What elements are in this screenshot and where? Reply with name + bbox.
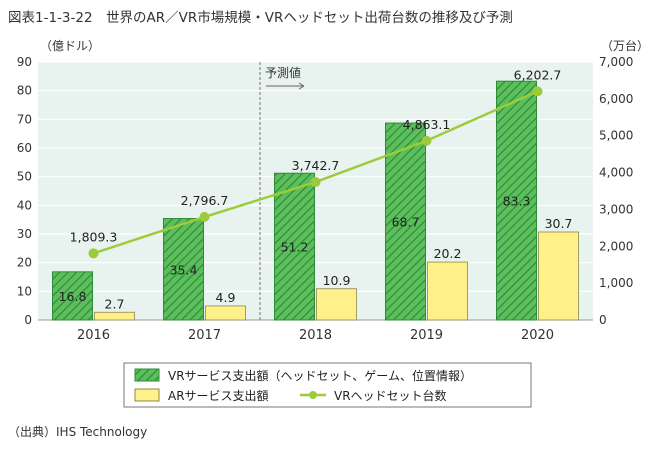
forecast-arrow-head	[298, 82, 305, 90]
y-right-tick-label: 1,000	[599, 276, 633, 290]
x-tick-label: 2019	[410, 328, 443, 343]
vr-bar	[385, 122, 426, 321]
ar-bar-value-label: 30.7	[545, 216, 573, 231]
y-right-axis: 0 1,000 2,000 3,000 4,000 5,000 6,000 7,000	[599, 55, 633, 327]
y-left-axis: 0 10 20 30 40 50 60 70 80 90	[17, 55, 32, 327]
legend-label-ar: ARサービス支出額	[168, 389, 269, 403]
legend-label-line: VRヘッドセット台数	[334, 388, 447, 403]
y-left-unit-label: （億ドル）	[40, 39, 100, 53]
source-note: （出典）IHS Technology	[8, 425, 147, 439]
vr-bar-value-label: 16.8	[59, 289, 87, 304]
vr-bar-value-label: 35.4	[170, 262, 198, 277]
vr-bar	[496, 80, 537, 321]
ar-bar-value-label: 10.9	[323, 273, 351, 288]
vr-bar-value-label: 51.2	[281, 240, 309, 255]
legend-frame	[123, 362, 532, 408]
y-right-tick-label: 3,000	[599, 202, 633, 216]
y-right-tick-label: 5,000	[599, 129, 633, 143]
data-labels-group: 16.8 35.4 51.2 68.7 83.3 2.7 4.9 10.9 20.2 30.7 1,…	[59, 67, 573, 311]
line-series-group	[88, 86, 543, 259]
y-left-tick-label: 80	[17, 84, 32, 98]
y-left-tick-label: 40	[17, 198, 32, 212]
y-right-tick-label: 2,000	[599, 239, 633, 253]
ar-bar	[427, 261, 468, 321]
vr-headset-point	[421, 135, 432, 146]
vr-bar-value-label: 83.3	[503, 194, 531, 209]
x-tick-label: 2016	[77, 328, 110, 343]
forecast-label: 予測値	[265, 65, 301, 80]
vr-bar	[52, 271, 93, 321]
legend-swatch-ar-bar	[134, 388, 160, 402]
vr-headset-value-label: 3,742.7	[292, 158, 340, 173]
x-tick-label: 2017	[188, 328, 221, 343]
vr-headset-value-label: 6,202.7	[514, 67, 562, 82]
legend-label-vr: VRサービス支出額（ヘッドセット、ゲーム、位置情報）	[168, 368, 472, 383]
ar-bar-value-label: 20.2	[434, 246, 462, 261]
ar-bar	[205, 305, 246, 321]
ar-bar	[538, 231, 579, 321]
y-left-tick-label: 60	[17, 141, 32, 155]
y-right-tick-label: 0	[599, 313, 607, 327]
legend: VRサービス支出額（ヘッドセット、ゲーム、位置情報） ARサービス支出額 VRヘ…	[123, 362, 532, 408]
figure-title: 図表1-1-3-22 世界のAR／VR市場規模・VRヘッドセット出荷台数の推移及…	[8, 9, 513, 26]
legend-swatch-vr-bar	[134, 368, 160, 382]
vr-headset-point	[310, 177, 321, 188]
vr-bar	[163, 218, 204, 321]
y-left-tick-label: 10	[17, 284, 32, 298]
y-right-unit-label: （万台）	[601, 38, 649, 53]
ar-bar-value-label: 4.9	[216, 290, 236, 305]
y-left-tick-label: 30	[17, 227, 32, 241]
y-left-tick-label: 20	[17, 256, 32, 270]
vr-bar	[274, 172, 315, 321]
vr-headset-value-label: 1,809.3	[70, 229, 118, 244]
y-left-tick-label: 70	[17, 112, 32, 126]
bars-group	[52, 80, 579, 321]
y-right-tick-label: 4,000	[599, 166, 633, 180]
x-tick-label: 2020	[521, 328, 554, 343]
vr-headset-value-label: 4,863.1	[403, 117, 451, 132]
vr-headset-value-label: 2,796.7	[181, 193, 229, 208]
y-left-tick-label: 90	[17, 55, 32, 69]
vr-headset-point	[532, 86, 543, 97]
x-axis: 2016 2017 2018 2019 2020	[77, 328, 554, 343]
ar-bar	[94, 311, 135, 321]
y-right-tick-label: 6,000	[599, 92, 633, 106]
vr-headset-point	[88, 248, 99, 259]
vr-bar-value-label: 68.7	[392, 215, 420, 230]
legend-swatch-line-marker	[309, 391, 317, 399]
y-right-tick-label: 7,000	[599, 55, 633, 69]
ar-bar-value-label: 2.7	[105, 296, 125, 311]
ar-bar	[316, 288, 357, 321]
y-left-tick-label: 0	[24, 313, 32, 327]
y-left-tick-label: 50	[17, 170, 32, 184]
vr-headset-point	[199, 211, 210, 222]
x-tick-label: 2018	[299, 328, 332, 343]
